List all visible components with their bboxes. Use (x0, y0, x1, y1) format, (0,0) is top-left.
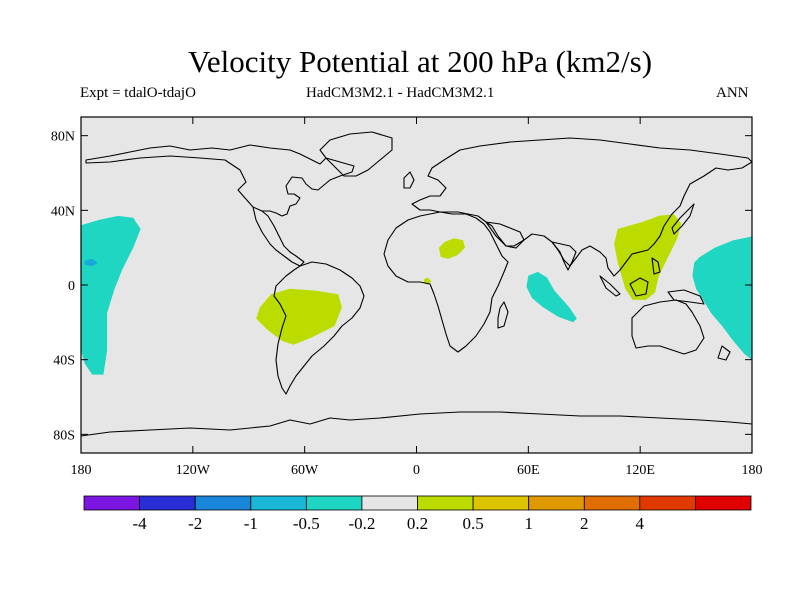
colorbar-label: 2 (580, 514, 589, 533)
colorbar-swatch (583, 495, 641, 511)
colorbar-swatch (528, 495, 585, 511)
anomaly-region-west-pacific-negative (692, 236, 752, 360)
coastline-philippines (651, 257, 661, 275)
colorbar-swatch (472, 495, 530, 511)
coastline-sumatra (599, 275, 621, 297)
coastline-central-america (252, 206, 305, 267)
colorbar-label: 0.5 (462, 514, 483, 533)
lon-tick-label: 180 (742, 463, 763, 478)
colorbar-label: 0.2 (407, 514, 428, 533)
coastlines (81, 131, 752, 437)
coastline-arabia (485, 221, 525, 249)
colorbar-swatch (139, 495, 196, 511)
coastline-eurasia (411, 137, 752, 277)
lon-tick-label: 120W (176, 463, 211, 478)
experiment-label: Expt = tdalO-tdajO (80, 85, 196, 101)
coastline-japan (671, 203, 695, 235)
colorbar-label: -2 (188, 514, 202, 533)
anomaly-region-central-pacific-negative (81, 215, 141, 375)
lat-tick-label: 40S (53, 354, 75, 369)
colorbar-swatch (695, 495, 752, 511)
anomaly-region-maritime-continent-positive (614, 214, 682, 300)
coastline-british-isles (403, 171, 415, 189)
longitude-axis: 180 120W 60W 0 60E 120E 180 (71, 117, 763, 478)
coastline-south-america (273, 261, 365, 395)
lat-tick-label: 40N (51, 204, 75, 219)
colorbar-label: -1 (244, 514, 258, 533)
coastline-borneo (629, 277, 649, 297)
coastline-africa (383, 211, 509, 353)
anomaly-region-central-pacific-strong-negative (84, 258, 98, 267)
chart-title: Velocity Potential at 200 hPa (km2/s) (187, 44, 653, 79)
lat-tick-label: 80S (53, 428, 75, 443)
lon-tick-label: 60W (291, 463, 319, 478)
coastline-north-america (85, 144, 355, 217)
colorbar-label: 1 (524, 514, 533, 533)
lat-tick-label: 0 (68, 279, 75, 294)
colorbar-label: -0.2 (348, 514, 375, 533)
latitude-axis: 80N 40N 0 40S 80S (51, 130, 752, 443)
lon-tick-label: 0 (413, 463, 420, 478)
colorbar-swatch (417, 495, 474, 511)
lat-tick-label: 80N (51, 130, 75, 145)
anomaly-region-south-america-positive (256, 288, 342, 345)
colorbar-swatch (83, 495, 140, 511)
colorbar-label: -4 (133, 514, 148, 533)
lon-tick-label: 60E (517, 463, 540, 478)
coastline-greenland (319, 131, 393, 177)
colorbar: -4 -2 -1 -0.5 -0.2 0.2 0.5 1 2 4 (83, 495, 752, 533)
coastline-australia (631, 299, 705, 355)
coastline-madagascar (497, 301, 509, 329)
anomaly-region-north-africa-positive (438, 238, 465, 259)
colorbar-label: -0.5 (293, 514, 320, 533)
lon-tick-label: 120E (625, 463, 655, 478)
season-label: ANN (716, 85, 749, 101)
colorbar-swatch (305, 495, 363, 511)
colorbar-swatch (250, 495, 307, 511)
lon-tick-label: 180 (71, 463, 92, 478)
coastline-antarctica (81, 411, 752, 437)
coastline-india (551, 241, 577, 271)
anomaly-region-indian-ocean-negative (526, 271, 577, 323)
colorbar-swatch (194, 495, 252, 511)
anomaly-regions (81, 214, 752, 375)
colorbar-swatch (361, 495, 418, 511)
coastline-new-zealand (717, 345, 731, 361)
colorbar-label: 4 (636, 514, 645, 533)
colorbar-swatch (639, 495, 696, 511)
model-label: HadCM3M2.1 - HadCM3M2.1 (306, 85, 495, 101)
